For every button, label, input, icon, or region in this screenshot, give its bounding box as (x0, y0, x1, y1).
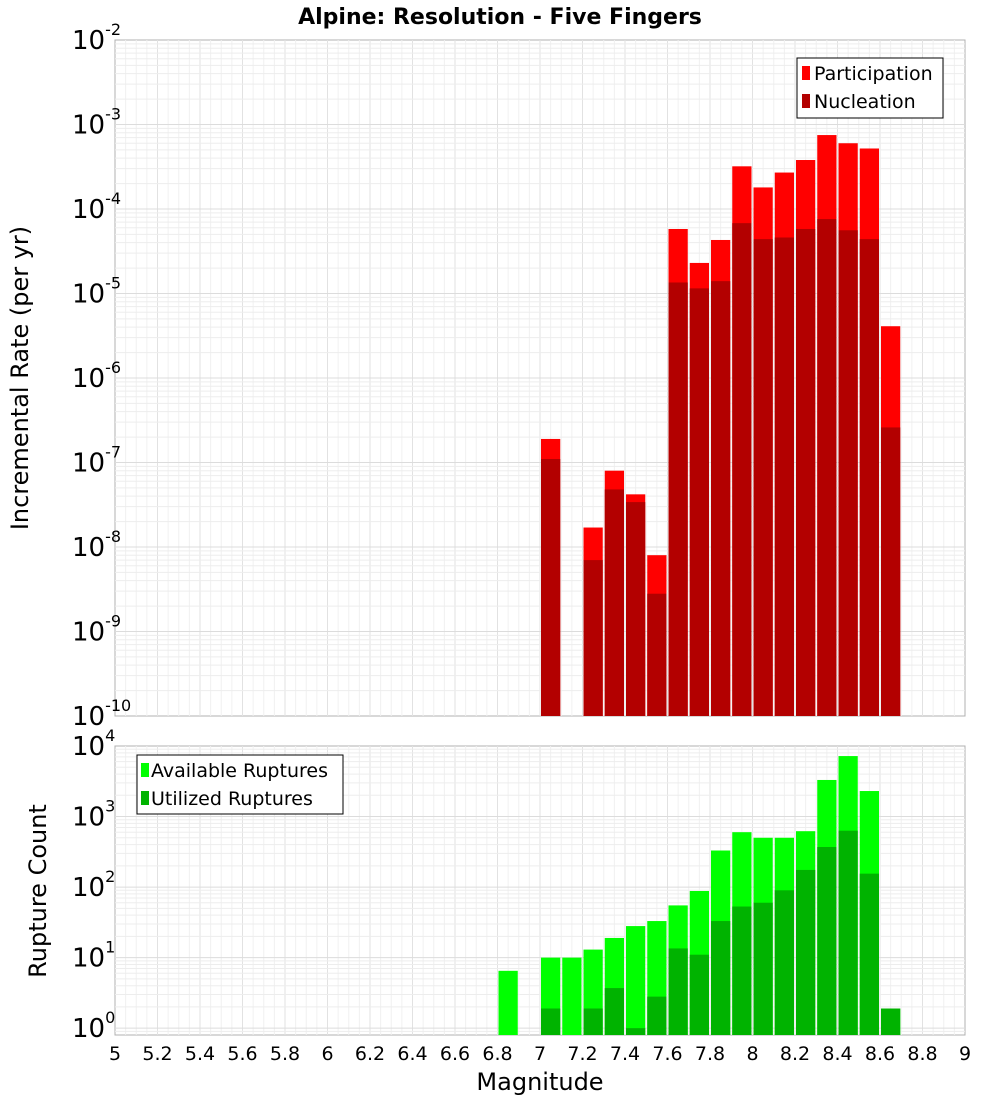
top-bar-nucleation (859, 239, 879, 717)
top-bar-nucleation (881, 427, 901, 716)
x-tick-label: 8.2 (780, 1043, 810, 1065)
top-plot: 10-2 10-3 10-4 10-5 10-6 10-7 10-8 10-9 10-10 In… (6, 20, 966, 732)
top-y-tick-label: 10-6 (72, 358, 121, 394)
bottom-bar-available-ruptures (498, 970, 518, 1035)
top-bar-nucleation (689, 288, 709, 716)
top-bar-nucleation (583, 560, 603, 716)
top-bar-nucleation (753, 239, 773, 717)
x-tick-label: 5.6 (227, 1043, 257, 1065)
x-tick-label: 7.6 (652, 1043, 682, 1065)
bottom-bar-utilized-ruptures (796, 869, 816, 1035)
x-tick-label: 5.8 (270, 1043, 300, 1065)
top-y-axis-ticks: 10-2 10-3 10-4 10-5 10-6 10-7 10-8 10-9 10-10 (72, 20, 131, 732)
top-y-tick-label: 10-7 (72, 443, 121, 479)
bottom-bar-utilized-ruptures (626, 1028, 646, 1035)
bottom-bar-utilized-ruptures (774, 890, 794, 1035)
legend-swatch-nucleation (802, 94, 810, 108)
bottom-bar-utilized-ruptures (859, 873, 879, 1035)
legend-swatch-utilized (141, 791, 149, 805)
bottom-y-tick-label: 102 (72, 867, 115, 903)
x-tick-label: 8.8 (907, 1043, 937, 1065)
bottom-plot-bars (498, 756, 901, 1035)
x-tick-label: 9 (959, 1043, 971, 1065)
x-tick-label: 7.8 (695, 1043, 725, 1065)
top-y-tick-label: 10-3 (72, 105, 121, 141)
bottom-bar-available-ruptures (562, 957, 582, 1035)
legend-label-utilized: Utilized Ruptures (151, 788, 313, 810)
x-tick-label: 6 (321, 1043, 333, 1065)
x-axis-label: Magnitude (476, 1068, 603, 1096)
bottom-bar-utilized-ruptures (817, 847, 837, 1035)
top-y-tick-label: 10-4 (72, 189, 121, 225)
bottom-legend: Available Ruptures Utilized Ruptures (136, 754, 344, 815)
top-plot-bars (541, 135, 901, 717)
top-legend-box (796, 57, 944, 119)
top-bar-nucleation (796, 228, 816, 716)
x-axis-ticks: 5 5.2 5.4 5.6 5.8 6 6.2 6.4 6.6 6.8 7 7.2 7.4 7.6 7.8 8… (109, 1043, 971, 1065)
top-y-tick-label: 10-8 (72, 527, 121, 563)
chart-title: Alpine: Resolution - Five Fingers (298, 5, 702, 30)
bottom-plot: 104 103 102 101 100 Rupture Count Available … (24, 726, 971, 1096)
top-y-tick-label: 10-9 (72, 612, 121, 648)
top-legend: Participation Nucleation (796, 57, 944, 119)
x-tick-label: 8 (746, 1043, 758, 1065)
x-tick-label: 7.2 (567, 1043, 597, 1065)
legend-label-available: Available Ruptures (151, 760, 328, 782)
bottom-y-axis-label: Rupture Count (24, 804, 52, 978)
x-tick-label: 5 (109, 1043, 121, 1065)
bottom-legend-box (136, 754, 344, 815)
bottom-bar-utilized-ruptures (732, 906, 752, 1035)
bottom-bar-available-ruptures (626, 926, 646, 1035)
top-bar-nucleation (838, 230, 858, 716)
legend-label-nucleation: Nucleation (814, 91, 916, 113)
top-bar-nucleation (711, 281, 731, 716)
top-y-tick-label: 10-10 (72, 696, 131, 732)
top-bar-nucleation (604, 489, 624, 716)
top-bar-nucleation (774, 237, 794, 717)
bottom-bar-utilized-ruptures (583, 1008, 603, 1035)
x-tick-label: 6.2 (355, 1043, 385, 1065)
bottom-bar-utilized-ruptures (541, 1008, 561, 1035)
top-bar-nucleation (732, 223, 752, 716)
x-tick-label: 7.4 (610, 1043, 640, 1065)
x-tick-label: 5.2 (142, 1043, 172, 1065)
bottom-bar-utilized-ruptures (881, 1008, 901, 1035)
legend-swatch-participation (802, 66, 810, 80)
top-plot-grid (115, 40, 965, 716)
top-y-tick-label: 10-5 (72, 274, 121, 310)
top-bar-nucleation (541, 459, 561, 716)
x-tick-label: 6.4 (397, 1043, 427, 1065)
x-tick-label: 6.8 (482, 1043, 512, 1065)
top-bar-nucleation (668, 282, 688, 716)
top-bar-nucleation (626, 502, 646, 716)
bottom-bar-utilized-ruptures (668, 948, 688, 1035)
legend-label-participation: Participation (814, 63, 933, 85)
bottom-y-tick-label: 100 (72, 1008, 115, 1044)
top-bar-nucleation (647, 593, 667, 716)
x-tick-label: 8.4 (822, 1043, 852, 1065)
top-y-tick-label: 10-2 (72, 20, 121, 56)
top-bar-nucleation (817, 219, 837, 716)
bottom-y-tick-label: 103 (72, 797, 115, 833)
bottom-y-axis-ticks: 104 103 102 101 100 (72, 726, 115, 1044)
x-tick-label: 5.4 (185, 1043, 215, 1065)
bottom-bar-utilized-ruptures (604, 988, 624, 1035)
bottom-bar-utilized-ruptures (689, 954, 709, 1035)
x-tick-label: 7 (534, 1043, 546, 1065)
x-tick-label: 6.6 (440, 1043, 470, 1065)
bottom-bar-utilized-ruptures (838, 830, 858, 1035)
bottom-bar-utilized-ruptures (647, 996, 667, 1035)
bottom-y-tick-label: 101 (72, 938, 115, 974)
top-y-axis-label: Incremental Rate (per yr) (6, 226, 34, 530)
legend-swatch-available (141, 763, 149, 777)
bottom-bar-utilized-ruptures (753, 902, 773, 1035)
x-tick-label: 8.6 (865, 1043, 895, 1065)
bottom-bar-utilized-ruptures (711, 921, 731, 1035)
bottom-y-tick-label: 104 (72, 726, 115, 762)
